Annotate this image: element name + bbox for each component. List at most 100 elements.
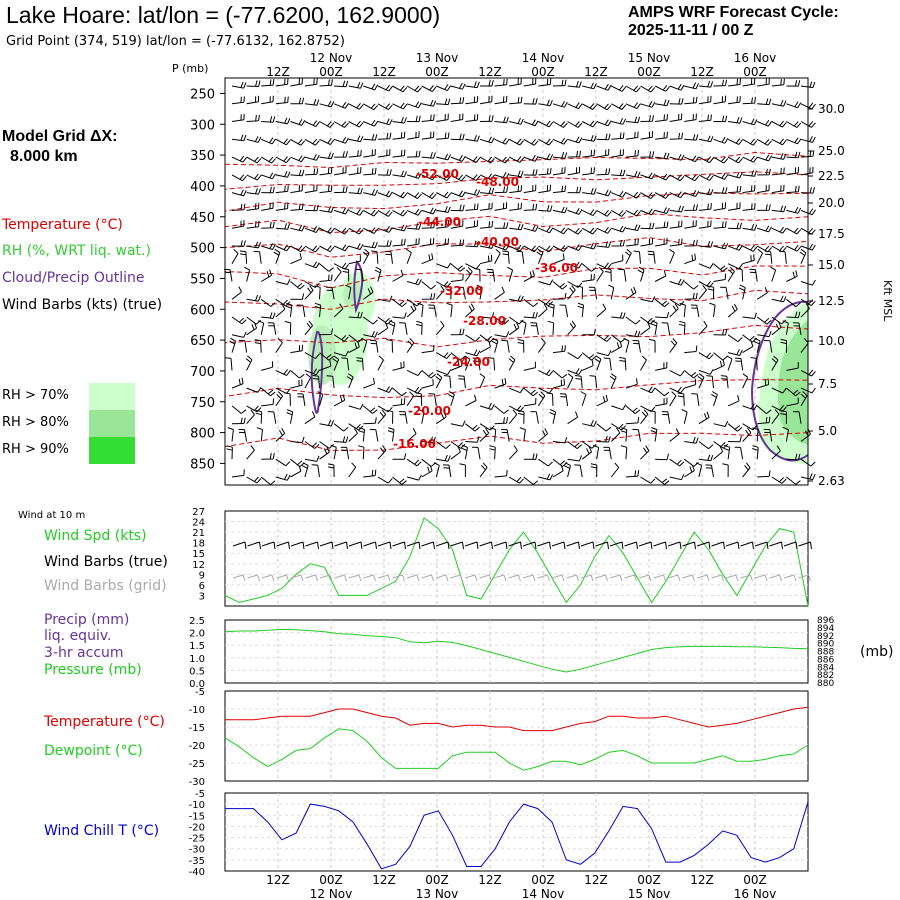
wind-barb xyxy=(800,166,814,176)
wind-barb xyxy=(786,453,801,461)
chill-tick-label: -15 xyxy=(189,811,205,822)
wind-barb xyxy=(304,320,313,336)
wind-barb xyxy=(679,302,686,318)
wind-barb xyxy=(709,302,716,318)
wind-barb xyxy=(479,115,494,122)
pressure-line xyxy=(224,628,809,673)
wind-barb xyxy=(479,340,491,354)
wind-barb xyxy=(771,205,787,213)
wind-barb xyxy=(290,379,303,389)
wind-barb xyxy=(552,292,567,300)
wind-barb xyxy=(415,392,423,406)
wind-barb xyxy=(333,423,349,432)
wind-barb xyxy=(640,208,656,216)
wind-barb xyxy=(723,444,731,460)
wind-barb xyxy=(290,344,303,354)
wind-barb-true xyxy=(522,541,537,550)
wind-barb xyxy=(800,102,816,110)
wind-barb xyxy=(800,458,816,467)
bottom-date-label: 12 Nov xyxy=(310,887,353,900)
height-tick-label: 22.5 xyxy=(818,169,845,183)
wind-barb xyxy=(261,137,277,145)
wind-barb xyxy=(757,378,770,389)
bottom-hour-label: 00Z xyxy=(531,873,555,887)
wind-barb xyxy=(596,226,612,234)
wind-barb xyxy=(711,391,718,407)
wind-barb xyxy=(588,286,598,300)
wind-barb xyxy=(728,222,742,230)
wind-barb-true xyxy=(624,541,638,550)
wind-barb xyxy=(517,409,525,424)
wind-barb xyxy=(684,82,699,90)
wind-tick-label: 12 xyxy=(192,560,205,571)
wind-barb xyxy=(290,436,305,443)
wind-barb xyxy=(523,184,537,194)
wind-barb xyxy=(275,96,289,105)
top-hour-label: 00Z xyxy=(743,65,767,79)
chill-tick-label: -35 xyxy=(189,856,205,867)
wind-barb xyxy=(509,295,524,303)
wind-barb xyxy=(771,226,787,234)
wind-barb xyxy=(698,220,712,229)
wind-barb xyxy=(275,202,289,211)
wind-barb xyxy=(742,118,758,126)
precip-label: Precip (mm) xyxy=(44,612,130,628)
wind-barb xyxy=(508,476,524,484)
wind-barb xyxy=(575,375,583,389)
temperature-contour-label: -48.00 xyxy=(476,175,519,189)
wind-barb xyxy=(654,207,670,214)
wind-barb xyxy=(450,273,464,282)
wind-barb xyxy=(333,207,349,215)
wind-barb xyxy=(392,312,407,319)
wind-barb xyxy=(698,241,714,248)
wind-barb xyxy=(392,85,408,93)
wind-barb xyxy=(443,375,452,389)
wind-barb xyxy=(392,102,408,110)
wind-barb xyxy=(465,81,480,89)
wind-barb xyxy=(742,312,757,319)
wind-barb xyxy=(231,469,245,478)
wind-barb-grid xyxy=(421,574,434,582)
wind-barb xyxy=(567,208,583,215)
wind-barb xyxy=(231,174,247,182)
wind-barb xyxy=(625,149,639,158)
wind-barb xyxy=(727,394,740,407)
wind-barb xyxy=(640,115,654,122)
wind-barb xyxy=(304,78,318,87)
wind-barb xyxy=(436,132,450,140)
height-tick-label: 25.0 xyxy=(818,144,845,158)
wind-barb xyxy=(494,78,508,87)
wind-barb xyxy=(333,101,350,109)
wind-barb xyxy=(763,340,773,353)
wind-barb xyxy=(333,350,349,357)
wind-barb xyxy=(362,248,370,264)
wind-barb xyxy=(489,427,497,442)
top-hour-label: 00Z xyxy=(319,65,343,79)
wind-barb-grid xyxy=(551,574,565,582)
pressure-label: Pressure (mb) xyxy=(44,662,142,678)
wind-barb xyxy=(800,150,815,158)
wind-barb xyxy=(669,238,683,247)
grid-point-label: Grid Point (374, 519) lat/lon = (-77.613… xyxy=(6,34,345,49)
wind-barb xyxy=(770,266,777,282)
wind-barb xyxy=(727,423,743,432)
wind-barb xyxy=(421,114,435,122)
wind-barb xyxy=(363,133,378,141)
wind-barb xyxy=(611,254,624,265)
wind-barb xyxy=(728,96,741,105)
wind-barb xyxy=(363,241,378,249)
wind-barb xyxy=(284,321,292,335)
wind-barb xyxy=(650,320,658,335)
bottom-hour-label: 00Z xyxy=(743,873,767,887)
wind-barb xyxy=(436,441,451,450)
wind-barb xyxy=(713,156,729,164)
wind-barb xyxy=(669,191,685,199)
chill-tick-label: -25 xyxy=(189,834,205,845)
model-grid-value: 8.000 km xyxy=(10,148,78,165)
wind-barb xyxy=(392,298,407,307)
temperature-contour-label: -44.00 xyxy=(418,215,461,229)
wind-barb xyxy=(377,209,393,217)
wind-barb xyxy=(238,339,248,353)
wind-barb xyxy=(479,462,488,478)
bottom-date-label: 16 Nov xyxy=(734,887,777,900)
